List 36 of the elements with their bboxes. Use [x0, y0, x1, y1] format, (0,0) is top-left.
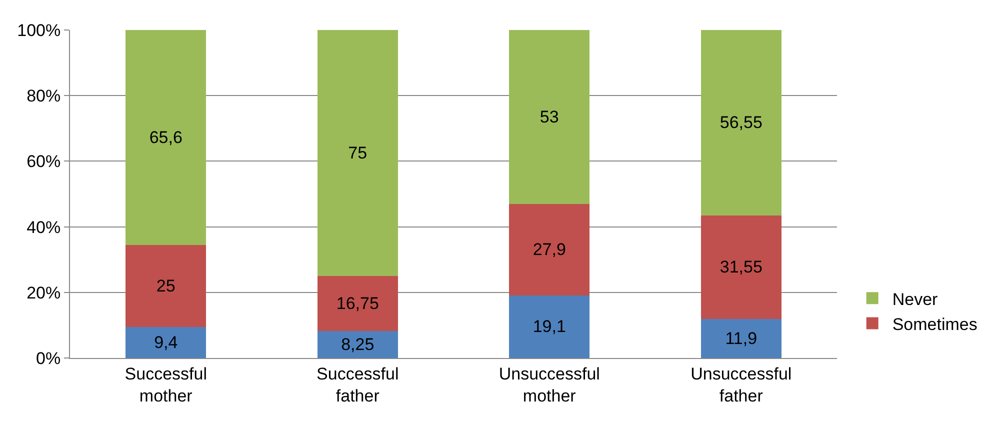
bar	[509, 204, 590, 296]
x-tick-label: Unsuccessful father	[690, 364, 792, 406]
bar	[317, 330, 398, 358]
legend-label: Sometimes	[892, 314, 978, 334]
data-label: 65,6	[149, 128, 182, 148]
bar	[509, 30, 590, 204]
legend-label: Never	[892, 290, 938, 309]
bar	[126, 245, 206, 328]
data-label: 9,4	[154, 333, 178, 352]
bar	[317, 276, 398, 331]
y-tick-label: 0%	[36, 348, 61, 368]
data-label: 8,25	[341, 334, 374, 354]
data-label: 56,55	[720, 113, 762, 132]
y-tick-label: 100%	[17, 20, 61, 40]
data-label: 53	[540, 107, 559, 126]
bar	[509, 295, 590, 358]
bar	[126, 327, 206, 358]
data-label: 19,1	[532, 317, 566, 336]
y-tick-label: 80%	[26, 86, 61, 106]
data-label: 75	[348, 144, 368, 162]
y-tick-label: 60%	[26, 152, 61, 172]
x-tick-label: Successful mother	[124, 364, 207, 406]
x-tick-label: Unsuccessful mother	[498, 364, 600, 406]
data-label: 11,9	[725, 328, 758, 348]
data-label: 31,55	[720, 258, 762, 277]
x-tick-label: Successful father	[316, 364, 399, 406]
bar	[700, 215, 782, 319]
bar	[126, 30, 206, 246]
bar	[317, 30, 398, 276]
y-tick-label: 20%	[26, 283, 61, 302]
data-label: 27,9	[532, 240, 566, 260]
data-label: 25	[156, 276, 176, 296]
data-label: 16,75	[336, 294, 379, 313]
y-tick-label: 40%	[26, 218, 61, 237]
bar	[700, 318, 782, 358]
bar	[700, 30, 782, 216]
